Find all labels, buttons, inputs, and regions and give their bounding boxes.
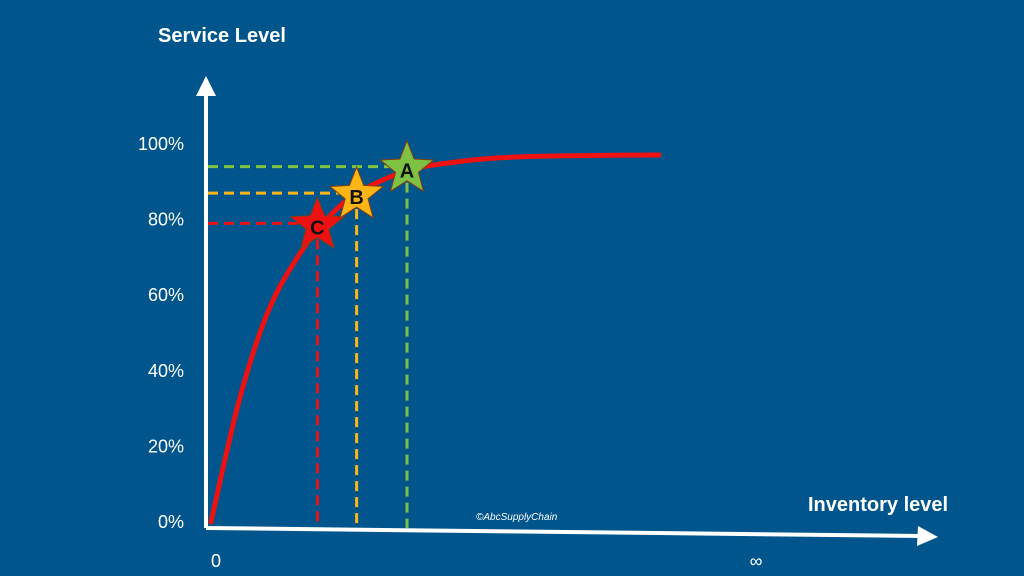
y-tick-label: 40% <box>148 361 184 381</box>
point-a-star-icon <box>379 139 435 193</box>
x-tick-label: ∞ <box>750 551 763 571</box>
y-tick-label: 60% <box>148 285 184 305</box>
point-b-star-icon <box>328 165 385 219</box>
x-tick-label: 0 <box>211 551 221 571</box>
series-curve-0 <box>208 152 662 525</box>
point-b-label: B <box>349 187 363 209</box>
point-c-star-icon <box>289 196 346 250</box>
watermark-text: ©AbcSupplyChain <box>476 512 558 523</box>
point-c-label: C <box>310 217 324 239</box>
y-tick-label: 20% <box>148 436 184 456</box>
y-tick-label: 0% <box>158 512 184 532</box>
x-axis-line <box>205 526 923 538</box>
y-tick-label: 80% <box>148 210 184 230</box>
x-axis-arrowhead <box>917 526 938 546</box>
y-axis-title: Service Level <box>158 25 286 47</box>
y-axis-arrowhead <box>196 76 216 96</box>
y-tick-label: 100% <box>138 134 184 154</box>
point-a-label: A <box>400 161 414 183</box>
x-axis-title: Inventory level <box>808 494 948 516</box>
